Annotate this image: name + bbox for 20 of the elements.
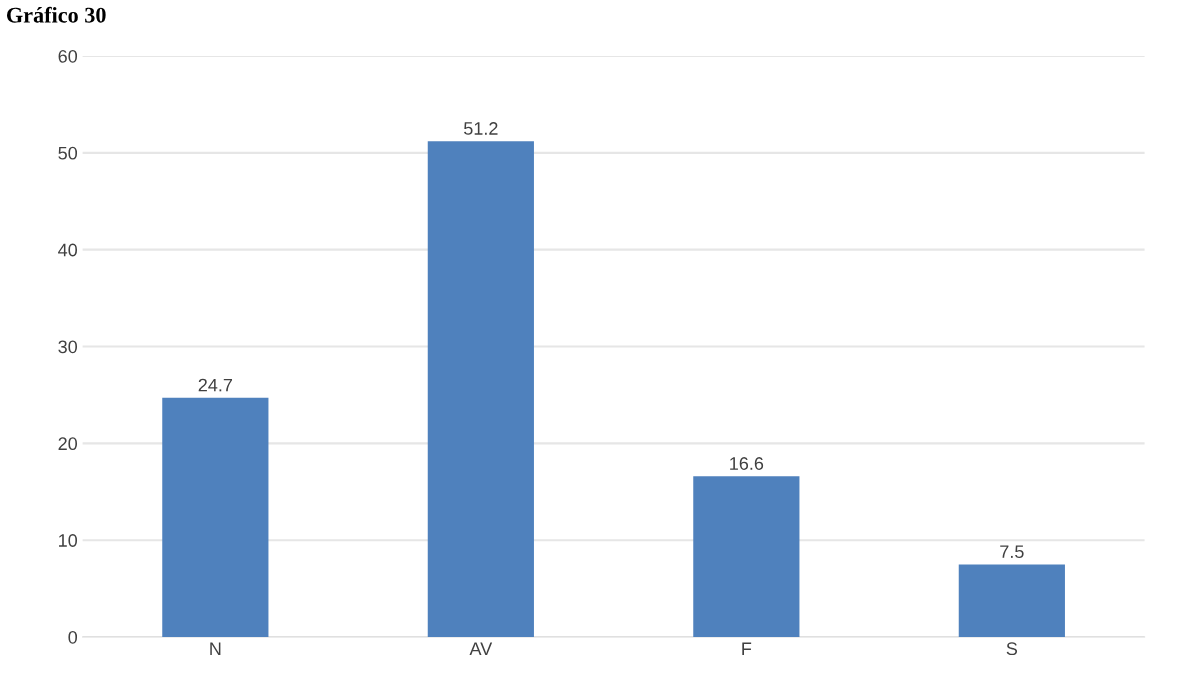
x-tick-label: S [1006,642,1018,656]
y-tick-label: 60 [58,49,78,63]
x-tick-label: N [210,642,221,655]
bar [162,397,269,637]
data-label: 51.2 [464,122,498,135]
x-tick-label: AV [469,642,493,655]
bar [693,476,800,637]
y-tick-label: 30 [58,340,78,354]
chart-title: Gráfico 30 [6,6,106,23]
y-tick-label: 50 [58,146,78,160]
bar [427,141,534,637]
y-tick-label: 20 [58,437,78,451]
y-tick-label: 40 [58,243,78,257]
data-label: 24.7 [198,378,233,392]
x-tick-label: F [742,642,752,655]
y-tick-label: 0 [68,630,78,644]
y-tick-label: 10 [59,534,78,547]
data-label: 16.6 [730,457,764,470]
data-label: 7.5 [1000,545,1024,559]
bar [958,564,1065,637]
